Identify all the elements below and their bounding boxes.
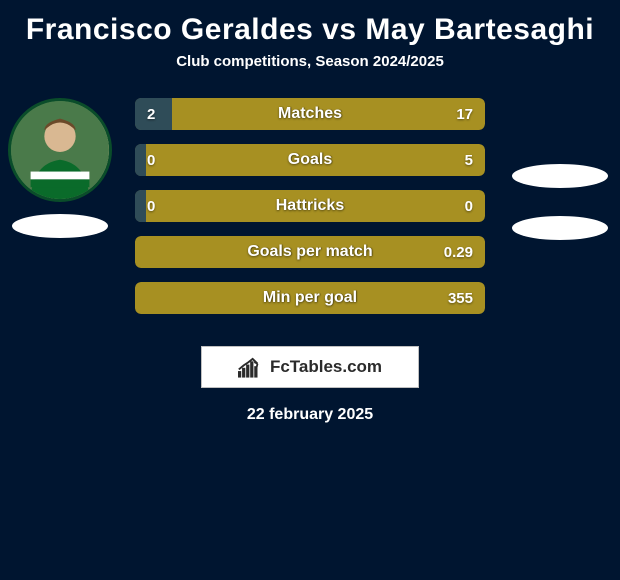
player-right-shadow-2 bbox=[512, 216, 608, 240]
fctables-icon bbox=[238, 356, 264, 378]
player-left-shadow bbox=[12, 214, 108, 238]
stat-value-right: 0.29 bbox=[444, 236, 473, 268]
stat-value-right: 17 bbox=[456, 98, 473, 130]
player-left-photo-placeholder bbox=[11, 101, 109, 199]
stat-row: Min per goal355 bbox=[135, 282, 485, 314]
branding-text: FcTables.com bbox=[270, 357, 382, 377]
stat-label: Min per goal bbox=[135, 282, 485, 314]
stats-arena: 2Matches170Goals50Hattricks0Goals per ma… bbox=[0, 88, 620, 328]
player-right-shadow bbox=[512, 164, 608, 188]
comparison-card: Francisco Geraldes vs May Bartesaghi Clu… bbox=[0, 0, 620, 424]
snapshot-date: 22 february 2025 bbox=[0, 406, 620, 424]
stat-bars: 2Matches170Goals50Hattricks0Goals per ma… bbox=[135, 98, 485, 314]
player-right-column bbox=[500, 98, 620, 240]
page-title: Francisco Geraldes vs May Bartesaghi bbox=[0, 5, 620, 53]
stat-row: 0Goals5 bbox=[135, 144, 485, 176]
branding-badge: FcTables.com bbox=[201, 346, 419, 388]
stat-value-right: 5 bbox=[465, 144, 473, 176]
stat-label: Goals per match bbox=[135, 236, 485, 268]
stat-value-right: 355 bbox=[448, 282, 473, 314]
stat-row: Goals per match0.29 bbox=[135, 236, 485, 268]
player-left-column bbox=[0, 98, 120, 238]
stat-label: Hattricks bbox=[135, 190, 485, 222]
stat-row: 2Matches17 bbox=[135, 98, 485, 130]
stat-label: Goals bbox=[135, 144, 485, 176]
stat-value-right: 0 bbox=[465, 190, 473, 222]
stat-row: 0Hattricks0 bbox=[135, 190, 485, 222]
stat-label: Matches bbox=[135, 98, 485, 130]
player-right-avatar bbox=[508, 98, 612, 158]
page-subtitle: Club competitions, Season 2024/2025 bbox=[0, 53, 620, 88]
player-left-avatar bbox=[8, 98, 112, 202]
